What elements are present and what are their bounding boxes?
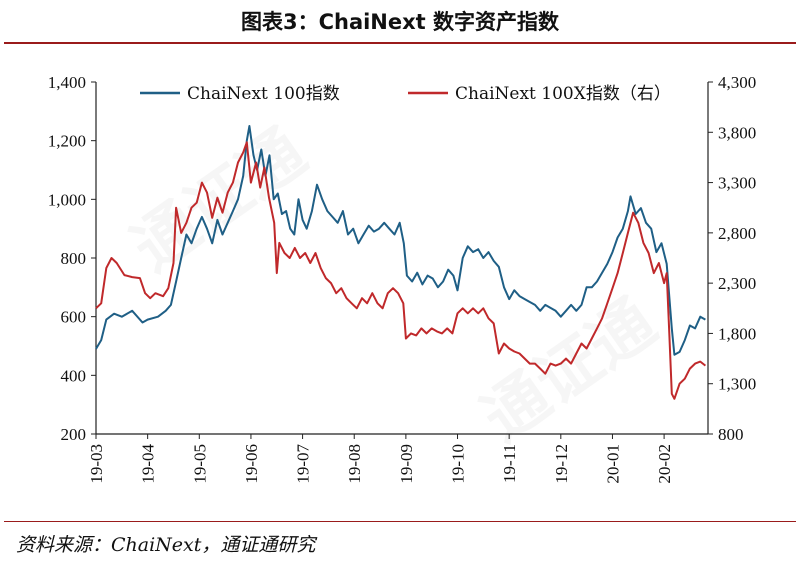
y-left-tick-label: 1,400 — [48, 73, 86, 92]
y-left-tick-label: 1,000 — [48, 190, 86, 209]
x-tick-label: 19-06 — [242, 444, 261, 484]
x-tick-label: 19-09 — [397, 444, 416, 484]
x-tick-label: 19-04 — [139, 444, 158, 484]
source-divider — [4, 521, 796, 522]
y-left-tick-label: 600 — [61, 308, 87, 327]
y-right-tick-label: 3,300 — [718, 174, 756, 193]
y-right-tick-label: 1,300 — [718, 375, 756, 394]
y-right-tick-label: 1,800 — [718, 324, 756, 343]
x-tick-label: 19-03 — [87, 444, 106, 484]
series-line-chainext-100x — [95, 141, 707, 400]
x-tick-label: 19-07 — [294, 444, 313, 484]
tick-labels: 1,400 1,200 1,000 800 600 400 200 4,300 3,800 3,3… — [48, 73, 757, 484]
x-tick-label: 19-10 — [449, 444, 468, 484]
y-left-tick-label: 400 — [61, 366, 87, 385]
y-left-tick-label: 800 — [61, 249, 87, 268]
legend: ChaiNext 100指数 ChaiNext 100X指数（右） — [140, 84, 671, 104]
x-tick-label: 19-12 — [552, 444, 571, 484]
y-right-tick-label: 4,300 — [718, 73, 756, 92]
title-divider — [4, 42, 796, 44]
y-right-tick-label: 2,300 — [718, 274, 756, 293]
series-lines — [95, 125, 707, 400]
legend-item-chainext-100-label: ChaiNext 100指数 — [187, 84, 340, 104]
y-right-tick-label: 2,800 — [718, 224, 756, 243]
x-tick-label: 19-05 — [190, 444, 209, 484]
y-left-tick-label: 200 — [61, 425, 87, 444]
chart-area: 1,400 1,200 1,000 800 600 400 200 4,300 3,800 3,3… — [48, 73, 757, 484]
y-right-tick-label: 800 — [718, 425, 744, 444]
y-left-tick-label: 1,200 — [48, 132, 86, 151]
x-tick-label: 20-01 — [603, 444, 622, 484]
source-note: 资料来源：ChaiNext，通证通研究 — [16, 534, 316, 556]
x-tick-label: 20-02 — [655, 444, 674, 484]
series-line-chainext-100 — [95, 125, 706, 356]
chart-title: 图表3：ChaiNext 数字资产指数 — [240, 10, 560, 34]
y-right-tick-label: 3,800 — [718, 123, 756, 142]
x-tick-label: 19-11 — [500, 444, 519, 483]
x-tick-label: 19-08 — [345, 444, 364, 484]
axes — [91, 81, 713, 439]
legend-item-chainext-100x-label: ChaiNext 100X指数（右） — [455, 84, 671, 104]
